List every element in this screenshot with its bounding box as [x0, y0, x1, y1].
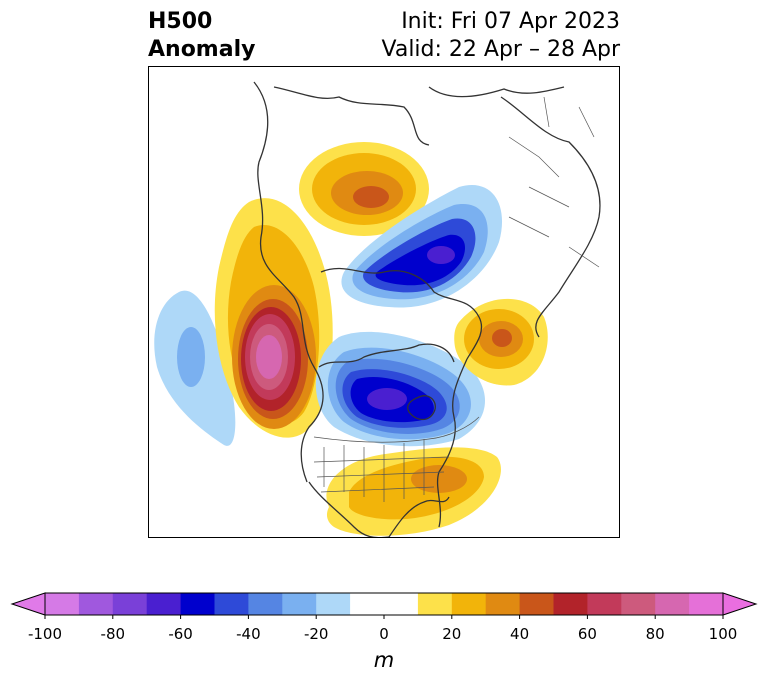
anomaly-map [148, 66, 620, 538]
colorbar-tick-label: 80 [645, 625, 665, 643]
colorbar-tick-label: -80 [100, 625, 126, 643]
colorbar-bin [316, 593, 351, 615]
colorbar-tick-label: -20 [303, 625, 329, 643]
colorbar-bin [78, 593, 114, 615]
chart-title-left: H500 Anomaly [148, 8, 255, 64]
colorbar-tick-label: 60 [577, 625, 597, 643]
coastlines [253, 81, 601, 537]
colorbar-tick-label: -40 [236, 625, 261, 643]
colorbar-tick-label: -60 [168, 625, 193, 643]
colorbar-extend-min [10, 592, 46, 616]
ridge-ne-pacific [214, 198, 333, 438]
colorbar-bin [45, 593, 80, 615]
political-borders [313, 96, 600, 502]
colorbar-bin [248, 593, 283, 615]
colorbar-bin [146, 593, 182, 615]
colorbar-bin [451, 593, 487, 615]
map-canvas [154, 81, 601, 537]
colorbar-bin [621, 593, 656, 615]
colorbar-bin [655, 593, 690, 615]
colorbar-unit-label: m [373, 648, 395, 672]
colorbar-tick-label: 20 [442, 625, 462, 643]
colorbar-bin [485, 593, 521, 615]
colorbar-bin [112, 593, 148, 615]
colorbar-tick-label: -100 [27, 625, 63, 643]
colorbar-bin [350, 593, 419, 615]
init-date: Init: Fri 07 Apr 2023 [401, 9, 620, 34]
colorbar-bin [282, 593, 317, 615]
trough-arctic-ocean [341, 185, 503, 308]
chart-title-right: Init: Fri 07 Apr 2023 Valid: 22 Apr – 28… [382, 8, 621, 64]
colorbar-tick-label: 100 [708, 625, 738, 643]
colorbar-bin [689, 593, 724, 615]
colorbar-bin [214, 593, 249, 615]
ridge-alaska-bering [299, 142, 429, 236]
colorbar-tick-label: 0 [379, 625, 389, 643]
colorbar-bin [417, 593, 453, 615]
title-variable: H500 [148, 9, 213, 34]
trough-central-pacific [154, 290, 236, 446]
colorbar-bin [519, 593, 554, 615]
title-field: Anomaly [148, 37, 256, 62]
colorbar-extend-max [722, 592, 758, 616]
colorbar [10, 592, 758, 619]
colorbar-bin [553, 593, 588, 615]
colorbar-bin [587, 593, 622, 615]
colorbar-tick-label: 40 [510, 625, 530, 643]
valid-range: Valid: 22 Apr – 28 Apr [381, 37, 621, 62]
colorbar-bin [180, 593, 215, 615]
